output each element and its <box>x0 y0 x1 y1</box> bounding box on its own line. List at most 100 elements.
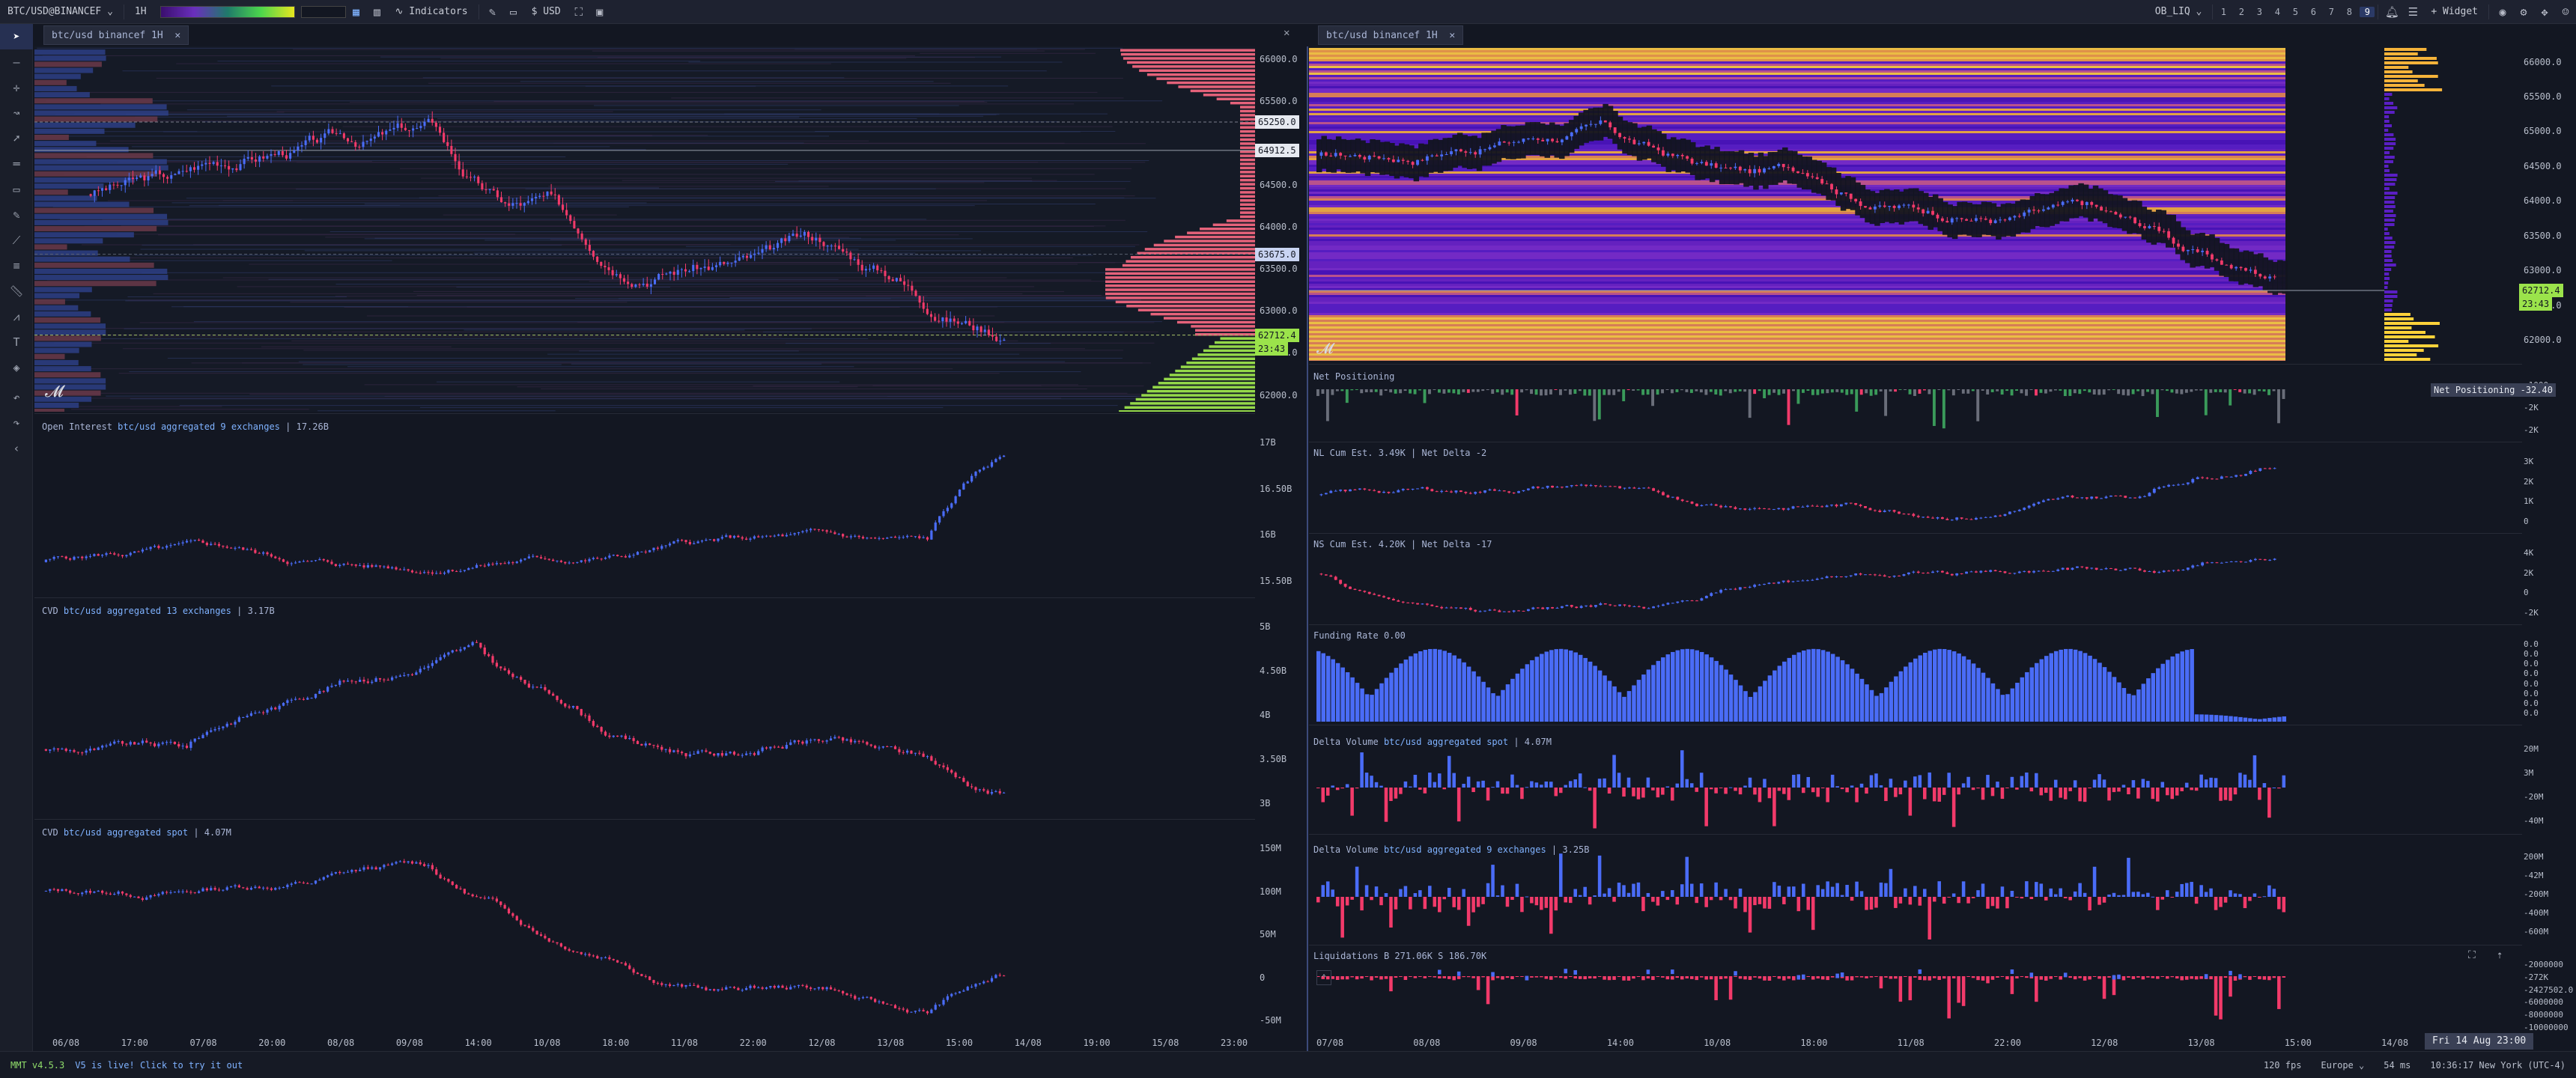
right-nl-candle <box>1440 490 1444 493</box>
chart-type-icon[interactable]: ▥ <box>374 4 381 19</box>
net-positioning-pane[interactable] <box>1309 382 2384 439</box>
right-ns-candle <box>1796 580 1799 582</box>
left-cvd2-candle <box>910 1011 913 1013</box>
preset-selector[interactable]: OB_LIQ ⌄ <box>2148 0 2210 24</box>
close-icon[interactable]: ✕ <box>1449 29 1456 41</box>
close-pane-icon[interactable]: ✕ <box>1284 27 1290 39</box>
pencil-icon[interactable]: ✎ <box>489 4 496 19</box>
left-cvd2-candle <box>1003 975 1006 977</box>
text-tool-icon[interactable]: T <box>13 335 20 349</box>
close-icon[interactable]: ✕ <box>174 29 181 41</box>
indicators-button[interactable]: ∿ Indicators <box>388 0 476 24</box>
left-oi-candle <box>366 564 369 567</box>
heatmap-trail <box>1884 189 1890 222</box>
right-ns-candle <box>1695 600 1698 602</box>
left-oi-candle <box>254 549 257 553</box>
layout-1-button[interactable]: 1 <box>2220 6 2226 17</box>
funding-bar <box>1898 671 1904 722</box>
open-interest-pane[interactable] <box>34 434 1255 595</box>
save-icon[interactable]: ▣ <box>596 4 604 19</box>
widget-button[interactable]: + Widget <box>2423 0 2485 24</box>
delta-volume-spot-pane[interactable] <box>1309 746 2384 829</box>
ns-cum-pane[interactable] <box>1309 549 2384 621</box>
ruler-tool-icon[interactable]: 📏︎ <box>9 284 24 298</box>
curve-tool-icon[interactable]: ↝ <box>13 106 20 120</box>
heatmap-trail <box>2141 207 2148 240</box>
region-selector[interactable]: Europe ⌄ <box>2321 1059 2365 1071</box>
liq-bar <box>2121 976 2126 981</box>
fullscreen-icon[interactable]: ⛶ <box>574 4 583 19</box>
layout-4-button[interactable]: 4 <box>2274 6 2280 17</box>
collapse-icon[interactable]: ‹ <box>13 442 20 455</box>
brush-tool-icon[interactable]: ✎ <box>13 208 20 222</box>
left-chart-tab[interactable]: btc/usd binancef 1H ✕ <box>43 25 189 45</box>
ray-tool-icon[interactable]: ➚ <box>13 132 20 145</box>
v5-live-link[interactable]: V5 is live! Click to try it out <box>75 1059 243 1071</box>
gamepad-icon[interactable]: ✥ <box>2541 4 2548 19</box>
side-depth-bar <box>2384 129 2389 132</box>
layout-7-button[interactable]: 7 <box>2328 6 2334 17</box>
delta-bar <box>1753 897 1757 906</box>
cvd-aggregated-pane[interactable] <box>34 618 1255 817</box>
layers-icon[interactable]: ◈ <box>13 361 20 374</box>
chevron-up-icon[interactable]: ⌃ <box>1316 970 1331 985</box>
rectangle-tool-icon[interactable]: ▭ <box>13 183 20 196</box>
layout-8-button[interactable]: 8 <box>2346 6 2352 17</box>
delta-volume-agg-pane[interactable] <box>1309 853 2384 940</box>
orderbook-heatmap-chart[interactable]: 𝓜 <box>1309 48 2384 361</box>
bell-icon[interactable]: 🔔︎ <box>2384 4 2399 19</box>
chart-split-divider[interactable] <box>1307 46 1308 1051</box>
heat-candle <box>1324 152 1328 156</box>
left-cvd2-candle <box>648 976 651 981</box>
funding-rate-pane[interactable] <box>1309 641 2384 722</box>
liquidations-pane[interactable] <box>1309 961 2384 1036</box>
list-icon[interactable]: ☰ <box>2408 4 2419 19</box>
trend-tool-icon[interactable]: ⟋ <box>12 234 21 247</box>
expand-icon[interactable]: ⛶ <box>2468 949 2476 961</box>
left-oi-candle <box>990 462 994 467</box>
camera-icon[interactable]: ◉ <box>2499 4 2506 19</box>
currency-selector[interactable]: $ USD <box>524 0 568 24</box>
left-price-chart[interactable]: 𝓜 <box>34 46 1255 412</box>
funding-bar <box>1699 651 1704 722</box>
layout-3-button[interactable]: 3 <box>2256 6 2262 17</box>
layout-2-button[interactable]: 2 <box>2238 6 2244 17</box>
crosshair-icon[interactable]: ✛ <box>13 81 20 94</box>
left-cvd2-candle <box>644 975 647 977</box>
user-icon[interactable]: ☺ <box>2562 4 2569 19</box>
symbol-selector[interactable]: BTC/USD@BINANCEF ⌄ <box>0 0 121 24</box>
funding-bar <box>1544 651 1549 722</box>
heat-candle <box>1743 169 1747 171</box>
hline-tool-icon[interactable]: ═ <box>13 157 20 171</box>
cvd-spot-pane[interactable] <box>34 840 1255 1035</box>
layout-5-button[interactable]: 5 <box>2292 6 2298 17</box>
gear-icon[interactable]: ⚙ <box>2520 4 2527 19</box>
heatmap-gradient-slider[interactable] <box>160 5 295 18</box>
side-depth-bar <box>2384 317 2414 320</box>
delta-bar <box>1646 892 1650 897</box>
delta-bar <box>2102 897 2106 903</box>
fib-tool-icon[interactable]: ≡ <box>13 259 20 272</box>
price-candle <box>277 150 280 155</box>
nl-cum-pane[interactable] <box>1309 458 2384 530</box>
layout-9-button[interactable]: 9 <box>2360 6 2375 17</box>
right-nl-candle <box>2071 496 2074 498</box>
cursor-icon[interactable]: ➤ <box>0 24 33 49</box>
candle-style-icon[interactable]: ▦ <box>353 4 360 19</box>
left-cvd2-candle <box>137 896 140 898</box>
layout-6-button[interactable]: 6 <box>2310 6 2316 17</box>
heatmap-threshold-box[interactable] <box>300 5 346 18</box>
arrow-up-icon[interactable]: ⇡ <box>2497 949 2503 961</box>
folder-icon[interactable]: ▭ <box>510 4 517 19</box>
np-bar <box>1409 389 1412 394</box>
chart-tool-icon[interactable]: ⩘ <box>13 310 20 323</box>
undo-icon[interactable]: ↶ <box>13 391 20 404</box>
left-cvd2-candle <box>93 892 96 893</box>
line-tool-icon[interactable]: — <box>13 55 20 69</box>
delta-bar <box>1990 788 1995 797</box>
timeframe-selector[interactable]: 1H <box>134 6 147 17</box>
price-candle <box>726 263 729 264</box>
liq-bar <box>1802 974 1805 979</box>
right-chart-tab[interactable]: btc/usd binancef 1H ✕ <box>1318 25 1464 45</box>
redo-icon[interactable]: ↷ <box>13 416 20 430</box>
